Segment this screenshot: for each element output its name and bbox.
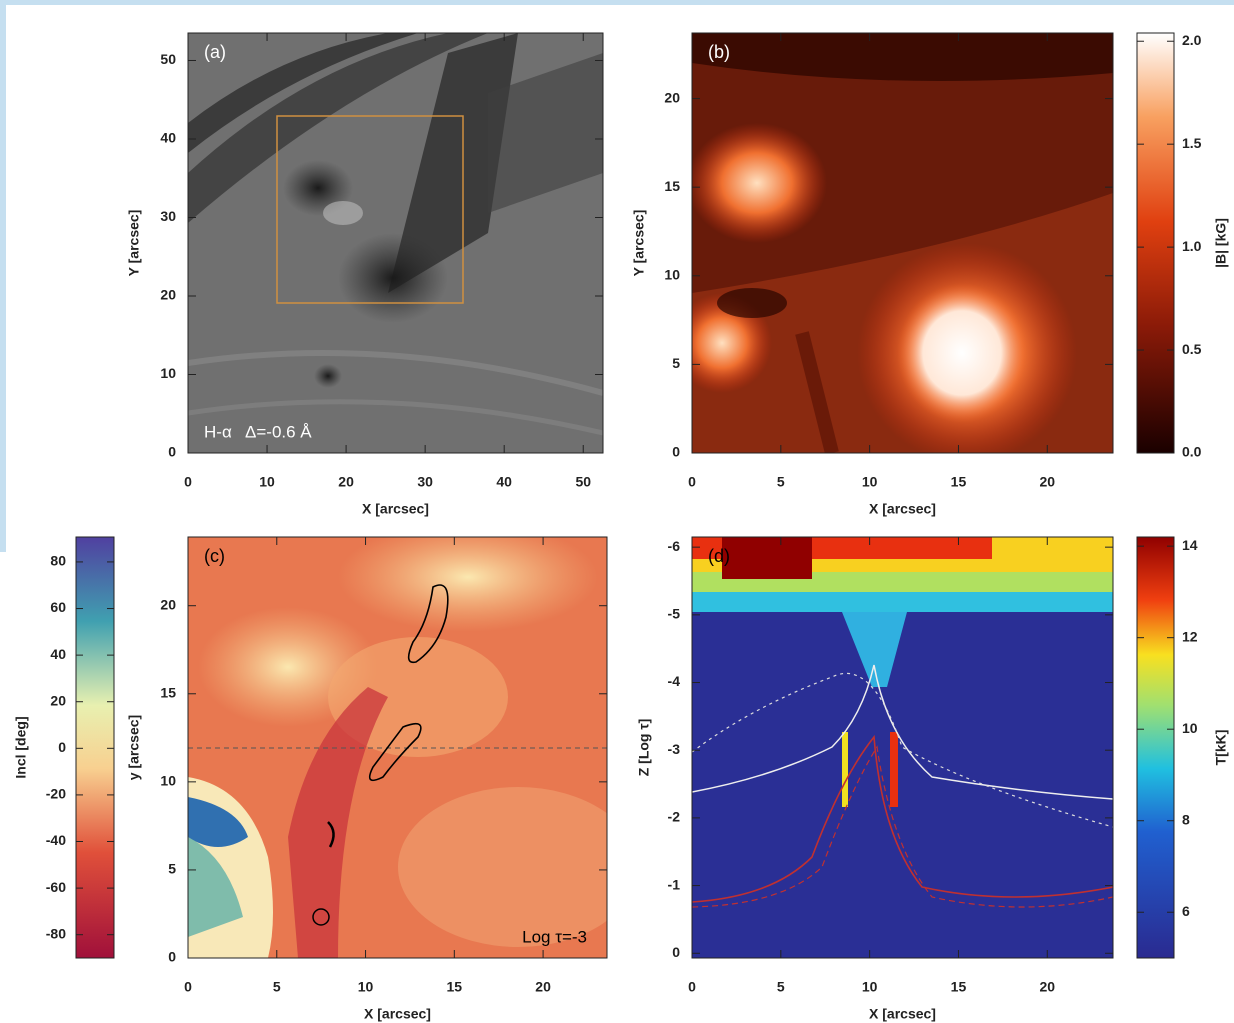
colorbar-tick-label: -40 (46, 832, 66, 848)
colorbar-tick-label: 20 (50, 692, 66, 708)
colorbar-tick-label: 12 (1182, 628, 1198, 644)
x-tick-label: 15 (447, 979, 463, 995)
x-tick-label: 0 (184, 979, 192, 995)
x-axis-label: X [arcsec] (364, 1006, 431, 1022)
plot-frame (691, 536, 1114, 959)
x-axis-label: X [arcsec] (869, 501, 936, 517)
x-tick-label: 10 (862, 979, 878, 995)
colorbar (1136, 536, 1175, 959)
y-tick-label: 10 (160, 365, 176, 381)
x-tick-label: 10 (862, 474, 878, 490)
x-tick-label: 0 (688, 979, 696, 995)
x-tick-label: 20 (1039, 979, 1055, 995)
y-tick-label: 5 (168, 861, 176, 877)
plot-frame (187, 536, 608, 959)
colorbar-tick-label: -20 (46, 786, 66, 802)
plot-frame (187, 32, 604, 454)
image-a (188, 33, 603, 453)
x-tick-label: 20 (338, 474, 354, 490)
y-axis-label: Y [arcsec] (631, 210, 647, 277)
colorbar-tick-label: 14 (1182, 537, 1198, 553)
image-d (692, 537, 1113, 958)
x-tick-label: 0 (184, 474, 192, 490)
colorbar (1136, 32, 1175, 454)
y-tick-label: 0 (672, 944, 680, 960)
frame-strip (0, 0, 1234, 5)
y-tick-label: -2 (668, 809, 681, 825)
colorbar-label: T[kK] (1213, 730, 1229, 766)
panel-label: (d) (708, 546, 730, 566)
y-tick-label: 10 (160, 773, 176, 789)
colorbar-tick-label: 1.0 (1182, 238, 1202, 254)
panel-label: (b) (708, 42, 730, 62)
annotation: Log τ=-3 (522, 927, 587, 946)
colorbar-tick-label: -60 (46, 879, 66, 895)
colorbar-tick-label: 60 (50, 599, 66, 615)
x-tick-label: 0 (688, 474, 696, 490)
y-tick-label: 20 (160, 596, 176, 612)
y-tick-label: 30 (160, 208, 176, 224)
x-tick-label: 5 (777, 979, 785, 995)
x-tick-label: 20 (535, 979, 551, 995)
y-axis-label: y [arcsec] (126, 715, 142, 780)
x-tick-label: 20 (1039, 474, 1055, 490)
colorbar-tick-label: 6 (1182, 903, 1190, 919)
x-tick-label: 10 (259, 474, 275, 490)
colorbar-label: Incl [deg] (13, 716, 29, 778)
colorbar-tick-label: 0 (58, 739, 66, 755)
y-axis-label: Y [arcsec] (126, 210, 142, 277)
colorbar-tick-label: 0.5 (1182, 341, 1202, 357)
colorbar-tick-label: 1.5 (1182, 135, 1202, 151)
y-tick-label: -3 (668, 741, 681, 757)
colorbar-tick-label: 40 (50, 646, 66, 662)
x-tick-label: 50 (575, 474, 591, 490)
x-tick-label: 5 (273, 979, 281, 995)
y-axis-label: Z [Log τ] (636, 719, 652, 777)
y-tick-label: 0 (168, 949, 176, 965)
image-c (188, 537, 607, 958)
colorbar-tick-label: 8 (1182, 811, 1190, 827)
x-tick-label: 30 (417, 474, 433, 490)
colorbar-tick-label: 2.0 (1182, 32, 1202, 48)
colorbar (75, 536, 115, 959)
y-tick-label: -6 (668, 538, 681, 554)
panel-label: (a) (204, 42, 226, 62)
colorbar-tick-label: 80 (50, 553, 66, 569)
x-tick-label: 15 (951, 474, 967, 490)
plot-frame (691, 32, 1114, 454)
y-tick-label: 5 (672, 355, 680, 371)
y-tick-label: 20 (160, 287, 176, 303)
x-tick-label: 5 (777, 474, 785, 490)
colorbar-tick-label: 0.0 (1182, 444, 1202, 460)
y-tick-label: -5 (668, 606, 681, 622)
y-tick-label: 15 (664, 178, 680, 194)
colorbar-tick-label: 10 (1182, 720, 1198, 736)
annotation: H-α Δ=-0.6 Å (204, 422, 312, 441)
y-tick-label: -1 (668, 876, 681, 892)
y-tick-label: 20 (664, 89, 680, 105)
x-tick-label: 15 (951, 979, 967, 995)
y-tick-label: 15 (160, 684, 176, 700)
image-b (692, 33, 1113, 453)
x-axis-label: X [arcsec] (362, 501, 429, 517)
frame-strip (0, 0, 6, 552)
x-axis-label: X [arcsec] (869, 1006, 936, 1022)
colorbar-label: |B| [kG] (1213, 218, 1229, 268)
y-tick-label: 0 (168, 444, 176, 460)
x-tick-label: 10 (358, 979, 374, 995)
y-tick-label: -4 (668, 673, 681, 689)
y-tick-label: 50 (160, 51, 176, 67)
y-tick-label: 10 (664, 266, 680, 282)
y-tick-label: 0 (672, 444, 680, 460)
y-tick-label: 40 (160, 130, 176, 146)
panel-label: (c) (204, 546, 225, 566)
x-tick-label: 40 (496, 474, 512, 490)
colorbar-tick-label: -80 (46, 925, 66, 941)
